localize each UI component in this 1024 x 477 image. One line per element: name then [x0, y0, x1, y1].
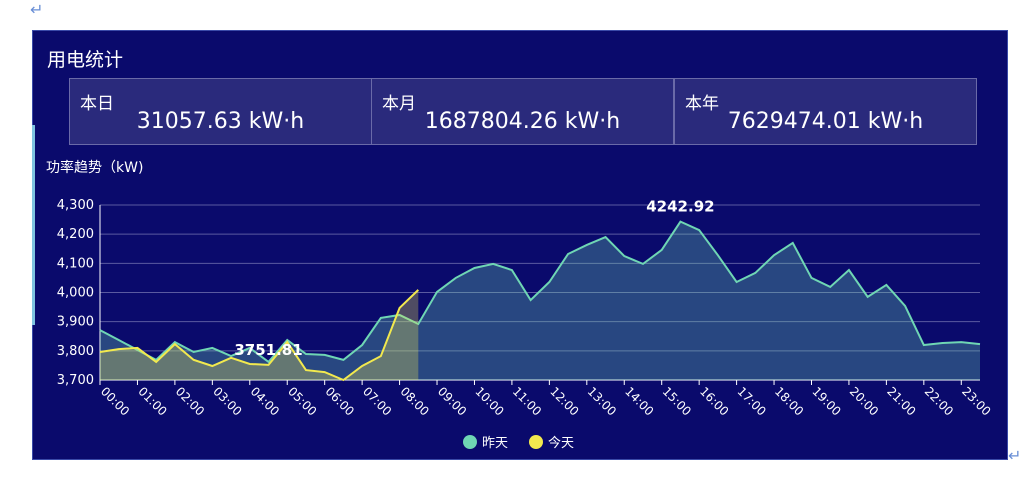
y-tick-label: 3,800: [57, 344, 94, 359]
x-tick-label: 19:00: [809, 384, 843, 418]
x-tick-label: 17:00: [734, 384, 768, 418]
area: [100, 289, 419, 380]
legend-label: 昨天: [482, 436, 508, 451]
y-tick-label: 4,000: [57, 286, 94, 301]
x-tick-label: 01:00: [135, 384, 169, 418]
x-tick-label: 15:00: [660, 384, 694, 418]
x-tick-label: 09:00: [435, 384, 469, 418]
y-tick-label: 4,300: [57, 198, 94, 213]
legend-label: 今天: [548, 435, 574, 451]
x-tick-label: 00:00: [98, 384, 132, 418]
x-tick-label: 04:00: [248, 384, 282, 418]
value-label: 3751.81: [234, 341, 302, 359]
x-tick-label: 08:00: [397, 384, 431, 418]
x-tick-label: 10:00: [472, 384, 506, 418]
x-tick-label: 13:00: [585, 384, 619, 418]
area: [100, 221, 980, 380]
legend-swatch: [463, 435, 477, 449]
stat-label: 本日: [80, 94, 114, 114]
x-tick-label: 03:00: [210, 384, 244, 418]
x-tick-label: 12:00: [547, 384, 581, 418]
return-mark: ↵: [30, 0, 44, 19]
stat-label: 本年: [685, 94, 719, 114]
accent-bar: [32, 125, 35, 325]
x-tick-label: 18:00: [772, 384, 806, 418]
legend-swatch: [529, 435, 543, 449]
y-tick-label: 4,100: [57, 256, 94, 271]
x-tick-label: 22:00: [922, 384, 956, 418]
x-tick-label: 16:00: [697, 384, 731, 418]
stat-value: 7629474.01 kW·h: [727, 109, 924, 134]
value-label: 4242.92: [646, 198, 714, 216]
x-tick-label: 06:00: [323, 384, 357, 418]
x-tick-label: 20:00: [847, 384, 881, 418]
line: [99, 220, 981, 364]
x-tick-label: 05:00: [285, 384, 319, 418]
stat-box: 本日 31057.63 kW·h: [69, 78, 372, 145]
stat-box: 本月 1687804.26 kW·h: [371, 78, 674, 145]
stat-value: 31057.63 kW·h: [136, 109, 305, 134]
x-tick-label: 21:00: [884, 384, 918, 418]
y-axis-label: 功率趋势（kW): [46, 159, 143, 176]
x-tick-label: 02:00: [173, 384, 207, 418]
y-tick-label: 4,200: [57, 227, 94, 242]
y-tick-label: 3,700: [57, 373, 94, 388]
line: [99, 289, 419, 382]
x-tick-label: 07:00: [360, 384, 394, 418]
stat-value: 1687804.26 kW·h: [424, 109, 621, 134]
stat-box: 本年 7629474.01 kW·h: [674, 78, 977, 145]
panel-title: 用电统计: [47, 49, 124, 71]
x-tick-label: 11:00: [510, 384, 544, 418]
panel: 用电统计 本日 31057.63 kW·h 本月 1687804.26 kW·h 本…: [32, 30, 1008, 460]
y-tick-label: 3,900: [57, 315, 94, 330]
x-tick-label: 23:00: [959, 384, 993, 418]
return-mark: ↵: [1008, 446, 1022, 465]
stat-label: 本月: [382, 94, 416, 114]
x-tick-label: 14:00: [622, 384, 656, 418]
